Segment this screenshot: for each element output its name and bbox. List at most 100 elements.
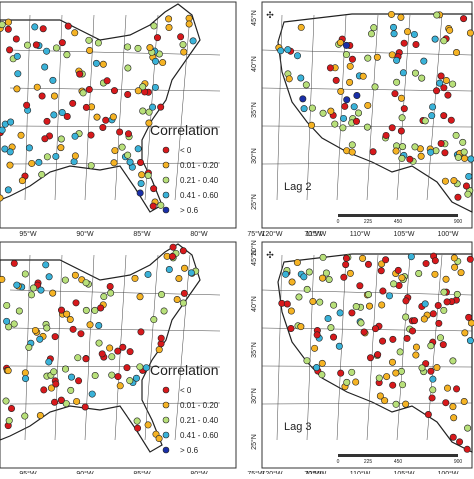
scale-label: 900 (454, 219, 463, 225)
station-dot (439, 341, 447, 349)
station-dot (300, 105, 308, 113)
state-border (426, 254, 443, 441)
station-dot (106, 282, 114, 290)
station-dot (71, 132, 79, 140)
station-dot (450, 414, 458, 422)
station-dot (332, 76, 340, 84)
legend-label: 0.41 - 0.60 (180, 431, 219, 440)
station-dot (309, 297, 317, 305)
station-dot (10, 320, 18, 328)
station-dot (99, 60, 107, 68)
station-dot (64, 22, 72, 30)
station-dot (74, 354, 82, 362)
station-dot (23, 101, 31, 109)
station-dot (379, 337, 387, 345)
station-dot (331, 120, 339, 128)
station-dot (288, 278, 296, 286)
station-dot (394, 266, 402, 274)
station-dot (45, 358, 53, 366)
station-dot (404, 28, 412, 36)
station-dot (390, 280, 398, 288)
station-dot (57, 135, 65, 143)
longitude-label: 115°W (306, 230, 327, 238)
station-dot (99, 123, 107, 131)
station-dot (352, 378, 360, 386)
station-dot (86, 321, 94, 329)
legend-title: Correlation (150, 122, 218, 138)
station-dot (454, 193, 462, 201)
state-border (261, 162, 473, 165)
station-dot (357, 319, 365, 327)
station-dot (51, 333, 59, 341)
station-dot (150, 185, 158, 193)
station-dot (346, 62, 354, 70)
station-dot (134, 145, 142, 153)
station-dot (352, 303, 360, 311)
station-dot (57, 144, 65, 152)
legend-swatch (162, 386, 170, 394)
station-dot (5, 417, 13, 425)
station-dot (355, 109, 363, 117)
legend-label: 0.41 - 0.60 (180, 191, 219, 200)
station-dot (165, 266, 173, 274)
station-dot (67, 386, 75, 394)
station-dot (14, 70, 22, 78)
state-border (114, 14, 127, 201)
station-dot (18, 177, 26, 185)
station-dot (364, 260, 372, 268)
station-dot (85, 86, 93, 94)
station-dot (326, 64, 334, 72)
station-dot (181, 264, 189, 272)
station-dot (464, 190, 472, 198)
station-dot (41, 135, 49, 143)
station-dot (58, 39, 66, 47)
station-dot (406, 155, 414, 163)
station-dot (187, 269, 195, 277)
station-dot (348, 148, 356, 156)
station-dot (433, 364, 441, 372)
latitude-label: 25°N (250, 434, 258, 450)
station-dot (396, 348, 404, 356)
station-dot (319, 274, 327, 282)
station-dot (367, 30, 375, 38)
station-dot (32, 41, 40, 49)
station-dot (412, 41, 420, 49)
station-dot (69, 325, 77, 333)
station-dot (107, 289, 115, 297)
longitude-label: 110°W (350, 470, 371, 474)
station-dot (348, 141, 356, 149)
station-dot (21, 369, 29, 377)
station-dot (149, 103, 157, 111)
station-dot (369, 148, 377, 156)
station-dot (402, 313, 410, 321)
station-dot (13, 85, 21, 93)
station-dot (73, 397, 81, 405)
legend-swatch (162, 191, 170, 199)
station-dot (467, 319, 474, 327)
state-border (54, 254, 63, 441)
longitude-label: 95°W (19, 470, 37, 474)
latitude-label: 35°N (250, 102, 258, 118)
station-dot (428, 112, 436, 120)
station-dot (437, 140, 445, 148)
station-dot (71, 152, 79, 160)
station-dot (39, 25, 47, 33)
station-dot (336, 39, 344, 47)
station-dot (335, 342, 343, 350)
latitude-label: 35°N (250, 342, 258, 358)
station-dot (442, 76, 450, 84)
station-dot (375, 374, 383, 382)
station-dot (466, 255, 474, 263)
station-dot (411, 143, 419, 151)
latitude-label: 40°N (250, 296, 258, 312)
station-dot (102, 116, 110, 124)
station-dot (360, 328, 368, 336)
station-dot (428, 394, 436, 402)
latitude-label: 45°N (250, 250, 258, 266)
legend-swatch (162, 401, 170, 409)
longitude-label: 90°W (76, 230, 94, 238)
station-dot (4, 18, 12, 26)
station-dot (36, 335, 44, 343)
station-dot (324, 315, 332, 323)
station-dot (126, 348, 134, 356)
